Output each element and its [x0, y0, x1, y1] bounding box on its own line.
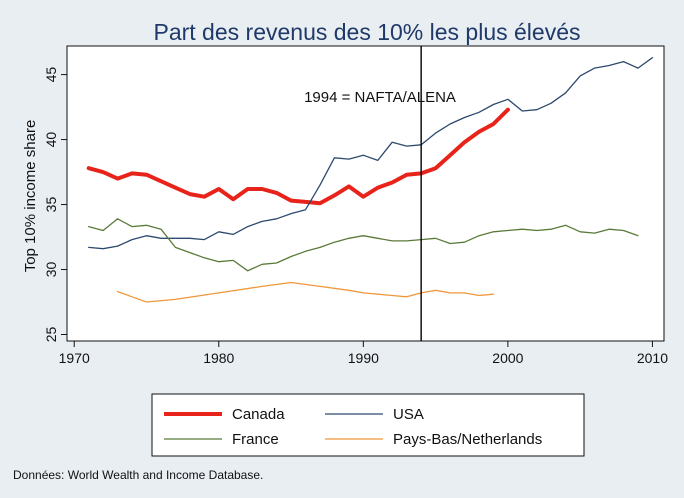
legend: Canada USA France Pays-Bas/Netherlands	[164, 406, 542, 448]
legend-box	[151, 393, 585, 457]
y-tick-label: 25	[43, 327, 59, 343]
x-axis: 1970 1980 1990 2000 2010	[59, 341, 668, 366]
y-tick-label: 40	[43, 132, 59, 148]
legend-label-pays-bas-netherlands: Pays-Bas/Netherlands	[393, 431, 542, 448]
x-tick-label: 1990	[348, 350, 379, 366]
series-layer	[86, 57, 654, 303]
x-tick-label: 2010	[637, 350, 668, 366]
y-axis-label: Top 10% income share	[22, 120, 39, 273]
series-line-france	[88, 218, 639, 272]
y-tick-label: 30	[43, 262, 59, 278]
series-line-canada	[86, 107, 510, 206]
y-axis: 25 30 35 40 45	[43, 67, 67, 343]
series-line-pays-bas-netherlands	[116, 281, 495, 303]
x-tick-label: 2000	[492, 350, 523, 366]
legend-label-canada: Canada	[232, 406, 285, 423]
legend-label-usa: USA	[393, 406, 424, 423]
x-tick-label: 1980	[203, 350, 234, 366]
source-note: Données: World Wealth and Income Databas…	[13, 468, 264, 482]
y-tick-label: 35	[43, 197, 59, 213]
legend-label-france: France	[232, 431, 279, 448]
annotation-layer: 1994 = NAFTA/ALENA	[304, 46, 456, 341]
y-tick-label: 45	[43, 67, 59, 83]
series-line-usa	[88, 57, 654, 250]
chart-title: Part des revenus des 10% les plus élevés	[153, 19, 580, 45]
annotation-label: 1994 = NAFTA/ALENA	[304, 89, 456, 106]
x-tick-label: 1970	[59, 350, 90, 366]
